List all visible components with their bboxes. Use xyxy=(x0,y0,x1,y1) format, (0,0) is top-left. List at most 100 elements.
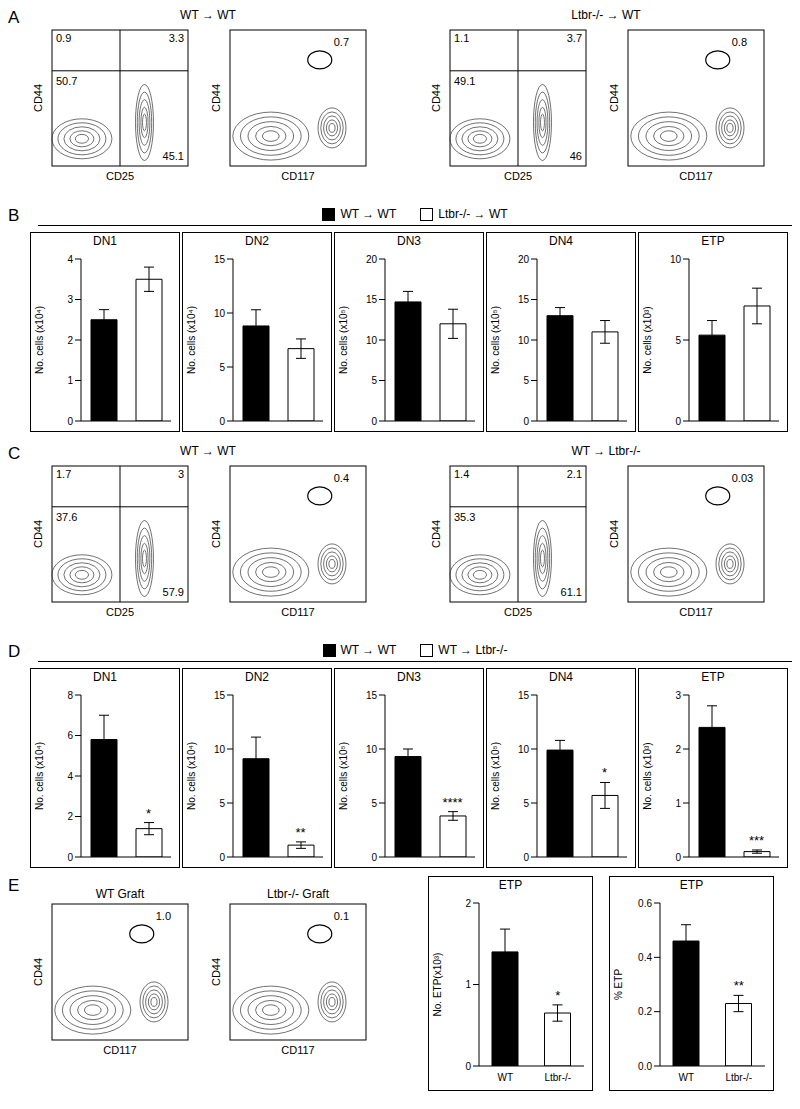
svg-text:No. cells (x10⁵): No. cells (x10⁵) xyxy=(490,306,501,374)
svg-text:1: 1 xyxy=(465,979,471,990)
svg-text:CD44: CD44 xyxy=(430,520,442,548)
svg-text:10: 10 xyxy=(214,308,226,319)
svg-text:37.6: 37.6 xyxy=(56,511,77,523)
svg-text:CD117: CD117 xyxy=(679,170,712,182)
svg-text:0.4: 0.4 xyxy=(334,472,349,484)
svg-text:No. cells (x10³): No. cells (x10³) xyxy=(642,306,653,373)
svg-text:****: **** xyxy=(442,795,462,810)
svg-text:5: 5 xyxy=(675,335,681,346)
svg-text:5: 5 xyxy=(371,375,377,386)
svg-text:10: 10 xyxy=(670,254,682,265)
svg-text:*: * xyxy=(555,988,560,1003)
svg-text:CD44: CD44 xyxy=(608,84,620,112)
svg-text:% ETP: % ETP xyxy=(613,969,624,1000)
svg-text:15: 15 xyxy=(518,294,530,305)
svg-text:1.0: 1.0 xyxy=(156,910,171,922)
svg-text:**: ** xyxy=(295,825,305,840)
svg-text:50.7: 50.7 xyxy=(56,75,77,87)
svg-text:WT Graft: WT Graft xyxy=(96,887,145,901)
svg-text:15: 15 xyxy=(366,690,378,701)
svg-text:CD25: CD25 xyxy=(106,170,134,182)
svg-text:2: 2 xyxy=(67,811,73,822)
svg-text:0: 0 xyxy=(465,1061,471,1072)
svg-text:0: 0 xyxy=(523,852,529,863)
svg-text:CD44: CD44 xyxy=(32,958,44,986)
svg-text:1: 1 xyxy=(67,375,73,386)
svg-text:0.03: 0.03 xyxy=(732,472,753,484)
svg-text:CD117: CD117 xyxy=(679,606,712,618)
svg-text:3: 3 xyxy=(67,294,73,305)
svg-text:3.3: 3.3 xyxy=(169,32,184,44)
svg-text:5: 5 xyxy=(371,798,377,809)
svg-text:2: 2 xyxy=(465,898,471,909)
svg-text:4: 4 xyxy=(67,771,73,782)
svg-text:0: 0 xyxy=(371,416,377,427)
svg-text:49.1: 49.1 xyxy=(454,75,475,87)
svg-text:WT: WT xyxy=(678,1072,694,1083)
svg-text:10: 10 xyxy=(518,744,530,755)
svg-text:0: 0 xyxy=(675,852,681,863)
svg-text:0.1: 0.1 xyxy=(334,910,349,922)
svg-text:**: ** xyxy=(734,978,744,993)
svg-text:CD117: CD117 xyxy=(103,1044,136,1056)
svg-text:Ltbr-/- Graft: Ltbr-/- Graft xyxy=(267,887,330,901)
svg-text:20: 20 xyxy=(366,254,378,265)
svg-text:3: 3 xyxy=(675,690,681,701)
svg-text:46: 46 xyxy=(570,150,582,162)
svg-text:CD44: CD44 xyxy=(210,958,222,986)
svg-text:6: 6 xyxy=(67,730,73,741)
svg-text:0: 0 xyxy=(67,416,73,427)
svg-text:1.7: 1.7 xyxy=(56,468,71,480)
svg-text:1.1: 1.1 xyxy=(454,32,469,44)
svg-text:5: 5 xyxy=(219,798,225,809)
svg-text:*: * xyxy=(146,806,151,821)
svg-text:0: 0 xyxy=(523,416,529,427)
svg-text:No. cells (x10⁴): No. cells (x10⁴) xyxy=(186,742,197,810)
svg-text:35.3: 35.3 xyxy=(454,511,475,523)
svg-text:0.0: 0.0 xyxy=(638,1061,652,1072)
svg-text:15: 15 xyxy=(518,690,530,701)
svg-text:CD44: CD44 xyxy=(430,84,442,112)
svg-text:0.6: 0.6 xyxy=(638,898,652,909)
svg-text:0.8: 0.8 xyxy=(732,36,747,48)
svg-text:CD25: CD25 xyxy=(106,606,134,618)
svg-text:1.4: 1.4 xyxy=(454,468,469,480)
svg-text:8: 8 xyxy=(67,690,73,701)
svg-text:57.9: 57.9 xyxy=(163,586,184,598)
svg-text:0: 0 xyxy=(675,416,681,427)
svg-text:0: 0 xyxy=(67,852,73,863)
svg-text:20: 20 xyxy=(518,254,530,265)
svg-text:No. cells (x10⁴): No. cells (x10⁴) xyxy=(186,306,197,374)
svg-text:2: 2 xyxy=(675,744,681,755)
svg-text:15: 15 xyxy=(366,294,378,305)
svg-text:CD44: CD44 xyxy=(32,520,44,548)
svg-text:CD44: CD44 xyxy=(608,520,620,548)
svg-text:15: 15 xyxy=(214,690,226,701)
svg-text:61.1: 61.1 xyxy=(561,586,582,598)
svg-text:0: 0 xyxy=(219,852,225,863)
svg-text:2.1: 2.1 xyxy=(567,468,582,480)
svg-text:CD25: CD25 xyxy=(504,606,532,618)
svg-text:45.1: 45.1 xyxy=(163,150,184,162)
svg-text:*: * xyxy=(602,765,607,780)
svg-text:10: 10 xyxy=(366,335,378,346)
svg-text:CD117: CD117 xyxy=(281,1044,314,1056)
svg-text:5: 5 xyxy=(219,362,225,373)
svg-text:15: 15 xyxy=(214,254,226,265)
svg-text:10: 10 xyxy=(518,335,530,346)
svg-text:Ltbr-/-: Ltbr-/- xyxy=(544,1072,571,1083)
svg-text:3: 3 xyxy=(178,468,184,480)
svg-text:0: 0 xyxy=(371,852,377,863)
svg-text:5: 5 xyxy=(523,375,529,386)
svg-text:0.2: 0.2 xyxy=(638,1006,652,1017)
svg-text:2: 2 xyxy=(67,335,73,346)
svg-text:WT: WT xyxy=(497,1072,513,1083)
svg-text:CD44: CD44 xyxy=(210,84,222,112)
svg-text:CD117: CD117 xyxy=(281,170,314,182)
svg-text:CD44: CD44 xyxy=(32,84,44,112)
svg-text:No. ETP(x10³): No. ETP(x10³) xyxy=(432,953,443,1017)
svg-text:10: 10 xyxy=(366,744,378,755)
svg-text:0.4: 0.4 xyxy=(638,952,652,963)
svg-text:No. cells (x10⁴): No. cells (x10⁴) xyxy=(34,306,45,374)
svg-text:0: 0 xyxy=(219,416,225,427)
